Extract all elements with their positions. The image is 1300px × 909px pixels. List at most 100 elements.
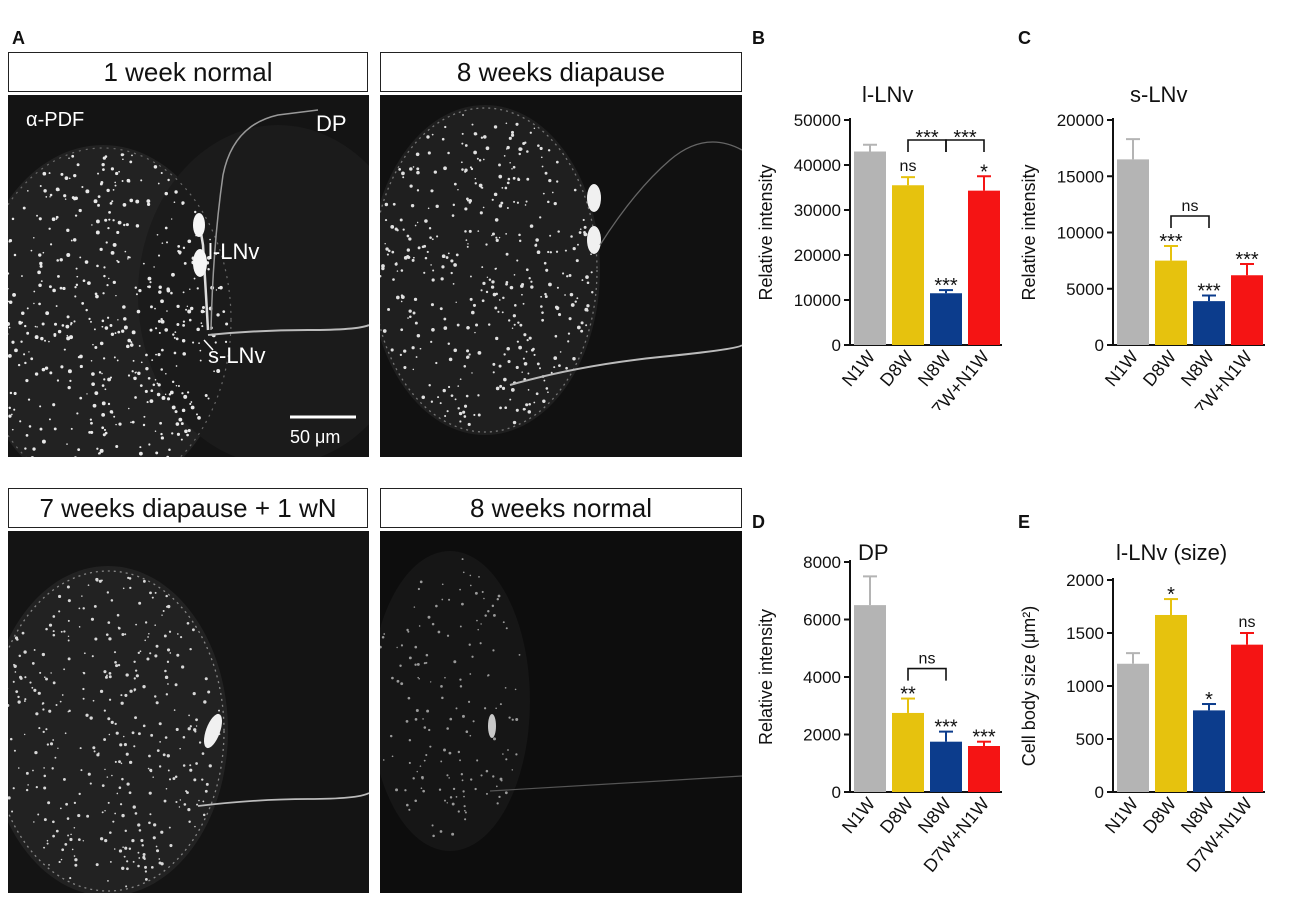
pdf-puncta xyxy=(182,352,186,356)
pdf-puncta xyxy=(465,239,468,242)
bar-D8W xyxy=(892,185,924,345)
pdf-puncta xyxy=(107,377,111,382)
pdf-puncta xyxy=(406,248,410,252)
pdf-puncta xyxy=(548,282,552,287)
pdf-puncta xyxy=(164,393,167,396)
pdf-puncta xyxy=(81,302,85,305)
pdf-puncta xyxy=(78,792,81,796)
pdf-puncta xyxy=(40,280,43,283)
pdf-puncta xyxy=(449,796,453,799)
pdf-puncta xyxy=(121,866,125,870)
pdf-puncta xyxy=(78,626,81,628)
pdf-puncta xyxy=(151,359,154,362)
pdf-puncta xyxy=(105,241,108,244)
pdf-puncta xyxy=(93,750,96,753)
pdf-puncta xyxy=(147,636,149,638)
pdf-puncta xyxy=(474,591,478,595)
pdf-puncta xyxy=(162,753,166,757)
pdf-puncta xyxy=(48,864,50,866)
pdf-puncta xyxy=(181,392,184,395)
pdf-puncta xyxy=(106,284,109,287)
pdf-puncta xyxy=(13,749,16,752)
pdf-puncta xyxy=(174,190,178,194)
pdf-puncta xyxy=(163,634,167,638)
pdf-puncta xyxy=(94,391,99,396)
pdf-puncta xyxy=(466,199,469,202)
pdf-puncta xyxy=(446,410,449,413)
category-label: D8W xyxy=(1139,794,1180,838)
pdf-puncta xyxy=(110,167,114,171)
pdf-puncta xyxy=(164,191,168,196)
panel-label-a: A xyxy=(12,28,25,48)
pdf-puncta xyxy=(149,769,153,773)
pdf-puncta xyxy=(491,234,493,237)
pdf-puncta xyxy=(193,778,197,782)
pdf-puncta xyxy=(115,171,119,176)
pdf-puncta xyxy=(129,160,133,164)
pdf-puncta xyxy=(403,349,407,353)
pdf-puncta xyxy=(30,456,34,457)
pdf-puncta xyxy=(52,288,56,293)
pdf-puncta xyxy=(24,698,27,701)
pdf-puncta xyxy=(129,343,134,347)
pdf-puncta xyxy=(433,170,437,174)
pdf-puncta xyxy=(580,321,584,325)
pdf-puncta xyxy=(160,368,163,371)
pdf-puncta xyxy=(89,716,93,720)
pdf-puncta xyxy=(471,310,475,315)
pdf-puncta xyxy=(454,398,457,401)
pdf-puncta xyxy=(423,271,426,274)
pdf-puncta xyxy=(39,261,43,266)
pdf-puncta xyxy=(13,408,16,411)
y-tick-label: 20000 xyxy=(794,246,841,265)
pdf-puncta xyxy=(208,764,212,768)
pdf-puncta xyxy=(147,376,151,380)
pdf-puncta xyxy=(406,234,410,238)
pdf-puncta xyxy=(461,168,464,171)
pdf-puncta xyxy=(180,438,183,441)
y-tick-label: 15000 xyxy=(1057,167,1104,186)
pdf-puncta xyxy=(477,628,479,631)
pdf-puncta xyxy=(164,736,168,739)
pdf-puncta xyxy=(39,264,43,268)
pdf-puncta xyxy=(137,732,141,736)
pdf-puncta xyxy=(74,863,78,867)
pdf-puncta xyxy=(11,413,13,416)
pdf-puncta xyxy=(469,166,472,169)
pdf-puncta xyxy=(90,360,93,362)
pdf-puncta xyxy=(166,287,170,291)
pdf-puncta xyxy=(24,361,27,365)
pdf-puncta xyxy=(190,401,193,403)
pdf-puncta xyxy=(544,295,548,299)
pdf-puncta xyxy=(118,760,121,764)
pdf-puncta xyxy=(498,795,501,799)
pdf-puncta xyxy=(522,302,525,305)
y-tick-label: 500 xyxy=(1076,730,1104,749)
pdf-puncta xyxy=(89,418,92,421)
chart-c: s-LNv Relative intensity 0 5000 10000 15000 20… xyxy=(1019,82,1265,410)
comparison-bracket xyxy=(1170,215,1210,228)
pdf-puncta xyxy=(98,371,102,374)
y-tick-label: 6000 xyxy=(803,611,841,630)
pdf-puncta xyxy=(485,792,488,795)
pdf-puncta xyxy=(53,322,58,326)
pdf-puncta xyxy=(131,154,133,157)
pdf-puncta xyxy=(140,838,144,843)
pdf-puncta xyxy=(26,331,30,335)
pdf-puncta xyxy=(176,633,179,635)
pdf-puncta xyxy=(399,664,402,667)
pdf-puncta xyxy=(160,432,163,436)
pdf-puncta xyxy=(381,264,385,268)
pdf-puncta xyxy=(493,737,497,741)
pdf-puncta xyxy=(460,161,463,164)
pdf-puncta xyxy=(33,302,35,305)
pdf-puncta xyxy=(106,776,109,778)
pdf-puncta xyxy=(155,644,159,648)
pdf-puncta xyxy=(418,625,421,627)
pdf-puncta xyxy=(515,122,519,126)
pdf-puncta xyxy=(24,447,27,450)
pdf-puncta xyxy=(204,394,208,397)
pdf-puncta xyxy=(490,285,495,289)
pdf-puncta xyxy=(116,792,119,795)
pdf-puncta xyxy=(576,297,579,300)
